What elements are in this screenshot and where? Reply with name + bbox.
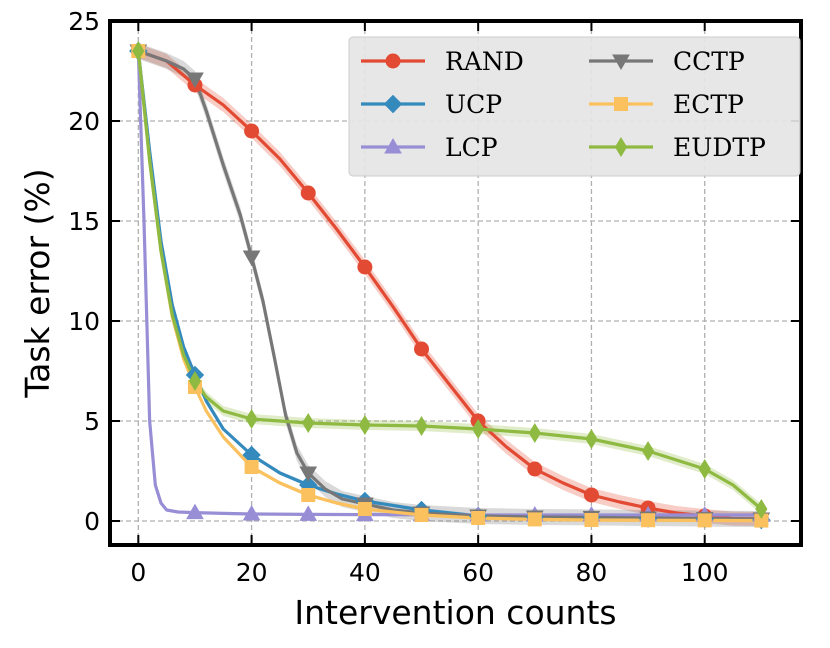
legend-marker-ectp [614, 97, 628, 111]
ectp-point [584, 513, 599, 527]
ectp-point [697, 513, 712, 528]
ectp-point [471, 511, 486, 525]
x-tick-label: 40 [349, 558, 381, 587]
eudtp-point [188, 371, 202, 391]
legend-marker-lcp [384, 137, 402, 154]
plot-frame [108, 19, 803, 547]
rand-point [357, 259, 373, 275]
legend-label-rand: RAND [445, 47, 524, 76]
lcp-point [186, 503, 204, 520]
eudtp-point [641, 441, 655, 461]
ectp-point [244, 460, 259, 474]
legend-label-ectp: ECTP [673, 90, 744, 119]
rand-point [300, 185, 316, 201]
x-tick-label: 100 [681, 558, 729, 587]
legend-item-rand: RAND [361, 47, 524, 76]
y-tick-label: 25 [68, 7, 100, 36]
x-tick-label: 0 [130, 558, 146, 587]
lcp-point [299, 505, 318, 521]
y-tick-label: 15 [68, 207, 100, 236]
eudtp-point [585, 429, 598, 449]
eudtp-point [358, 415, 371, 435]
rand-point [583, 487, 599, 503]
legend-label-eudtp: EUDTP [673, 133, 766, 162]
legend-item-lcp: LCP [361, 133, 498, 162]
series-markers [129, 41, 771, 530]
eudtp-point [302, 413, 315, 433]
legend-marker-cctp [612, 54, 630, 71]
legend-item-eudtp: EUDTP [589, 133, 766, 162]
eudtp-line [136, 49, 763, 511]
ectp-point [301, 488, 316, 502]
y-tick-label: 10 [68, 307, 100, 336]
eudtp-point [755, 499, 768, 519]
legend-marker-rand [385, 53, 401, 69]
legend-item-ucp: UCP [361, 90, 502, 119]
rand-point [527, 461, 543, 477]
x-axis-label: Intervention counts [294, 593, 616, 632]
ectp-point [357, 502, 372, 516]
cctp-point [299, 466, 318, 483]
legend-label-ucp: UCP [445, 90, 502, 119]
cctp-point [242, 250, 261, 267]
rand-line [136, 49, 763, 521]
legend-item-cctp: CCTP [589, 47, 745, 76]
legend-label-lcp: LCP [445, 133, 498, 162]
y-axis-label: Task error (%) [18, 168, 57, 398]
eudtp-point [415, 416, 428, 436]
y-tick-label: 5 [84, 407, 100, 436]
legend-marker-eudtp [614, 137, 628, 157]
y-tick-label: 20 [68, 107, 100, 136]
y-tick-label: 0 [84, 507, 100, 536]
ectp-point [641, 513, 656, 528]
legend-label-cctp: CCTP [673, 47, 745, 76]
eudtp-point [472, 419, 485, 439]
eudtp-point [245, 409, 258, 429]
ectp-point [414, 508, 429, 522]
ectp-point [527, 512, 542, 527]
legend-item-ectp: ECTP [589, 90, 744, 119]
legend: RAND UCP LCP CCTP ECTP EUDTP [348, 36, 801, 177]
x-tick-label: 60 [462, 558, 494, 587]
legend-marker-ucp [383, 94, 403, 114]
axis-ticks: 0 20 40 60 80 100 0 5 10 15 20 25 [68, 7, 801, 587]
legend-box [348, 36, 801, 177]
x-tick-label: 20 [236, 558, 268, 587]
rand-point [244, 123, 260, 139]
rand-point [414, 341, 430, 357]
eudtp-point [698, 459, 711, 479]
lcp-point [242, 504, 261, 521]
eudtp-point [132, 41, 145, 61]
cctp-point [186, 72, 204, 89]
x-tick-label: 80 [576, 558, 608, 587]
eudtp-point [528, 423, 541, 443]
